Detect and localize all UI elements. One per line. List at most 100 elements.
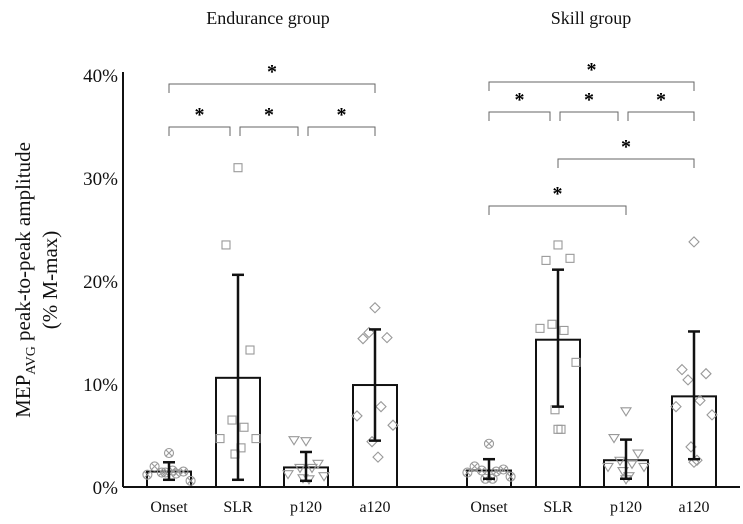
data-point-circle	[476, 465, 487, 476]
y-tick-label: 40%	[83, 66, 118, 87]
data-point	[694, 394, 706, 407]
data-point	[294, 463, 306, 474]
significance-asterisk: *	[264, 104, 274, 126]
data-point-circle	[149, 461, 160, 472]
data-point	[565, 253, 575, 263]
data-point	[608, 434, 620, 444]
data-point	[239, 422, 249, 432]
data-point-circle	[156, 467, 167, 478]
data-point	[626, 459, 638, 470]
data-point	[282, 470, 294, 480]
data-point	[375, 400, 387, 413]
significance-bracket	[168, 83, 376, 93]
data-point-cross	[500, 466, 507, 473]
y-tick-label: 0%	[93, 478, 119, 499]
significance-bracket	[239, 126, 299, 136]
data-point-cross	[492, 468, 500, 475]
data-point	[163, 447, 175, 459]
data-point	[556, 424, 566, 434]
significance-asterisk: *	[584, 89, 594, 111]
y-axis-label: MEPAVG peak-to-peak amplitude (% M-max)	[11, 142, 62, 418]
data-point	[602, 462, 614, 473]
data-point-cross	[478, 467, 486, 474]
data-point	[700, 367, 712, 380]
data-point-cross	[507, 473, 514, 481]
data-point	[553, 240, 563, 250]
data-point	[142, 469, 153, 480]
data-point	[688, 236, 700, 248]
x-tick-label: Onset	[150, 499, 188, 516]
significance-asterisk: *	[656, 89, 666, 111]
group-title-skill: Skill group	[551, 8, 632, 28]
data-point	[245, 345, 255, 355]
data-point-cross	[169, 467, 176, 474]
data-point	[547, 319, 557, 329]
y-label-line2: (% M-max)	[38, 231, 62, 330]
data-point-cross	[165, 449, 173, 457]
data-point	[676, 363, 688, 376]
data-point	[632, 449, 644, 460]
data-point	[638, 462, 650, 473]
data-point	[559, 325, 569, 335]
data-point-circle	[462, 467, 473, 478]
data-point	[227, 415, 237, 425]
data-point	[670, 400, 682, 413]
significance-bracket	[488, 205, 627, 215]
significance-bracket	[488, 81, 695, 91]
x-tick-label: Onset	[470, 499, 508, 516]
data-point	[300, 437, 312, 447]
significance-bracket	[307, 126, 376, 136]
y-label-sub: AVG	[24, 346, 39, 375]
x-tick-label: SLR	[223, 499, 253, 516]
significance-asterisk: *	[195, 104, 205, 126]
y-tick-label: 20%	[83, 272, 118, 293]
data-point	[483, 438, 495, 449]
data-point-circle	[142, 469, 153, 480]
data-point-circle	[171, 468, 182, 479]
data-point	[185, 475, 196, 486]
y-label-rest: peak-to-peak amplitude	[11, 142, 35, 346]
x-tick-label: p120	[610, 499, 642, 516]
data-point	[221, 240, 231, 250]
significance-asterisk: *	[267, 61, 277, 83]
data-point-circle	[505, 471, 516, 482]
data-point	[215, 434, 225, 444]
x-tick-label: p120	[290, 499, 322, 516]
data-point	[381, 331, 393, 344]
data-point	[620, 407, 632, 417]
data-point	[357, 332, 369, 345]
data-point	[369, 302, 381, 314]
data-point	[553, 424, 563, 434]
significance-asterisk: *	[621, 136, 631, 158]
data-point	[571, 357, 581, 367]
data-point-cross	[144, 471, 151, 479]
data-point	[535, 323, 545, 333]
data-point-cross	[471, 463, 478, 470]
data-point	[251, 434, 261, 444]
data-point-circle	[163, 447, 175, 459]
significance-asterisk: *	[515, 89, 525, 111]
data-point	[476, 465, 487, 476]
significance-asterisk: *	[553, 183, 563, 205]
data-point	[318, 472, 330, 482]
significance-bracket	[168, 126, 231, 136]
data-point-cross	[187, 477, 194, 485]
svg-text:MEPAVG peak-to-peak amplitude: MEPAVG peak-to-peak amplitude	[11, 142, 39, 418]
data-point	[614, 456, 626, 467]
data-point	[233, 163, 243, 173]
significance-bracket	[627, 111, 695, 121]
data-point-cross	[464, 469, 471, 476]
data-point-cross	[151, 463, 158, 470]
data-point-circle	[185, 475, 196, 486]
data-point	[363, 326, 375, 339]
data-point-cross	[485, 440, 493, 448]
x-tick-label: a120	[359, 499, 390, 516]
data-point	[351, 410, 363, 422]
significance-bracket	[488, 111, 551, 121]
data-point-cross	[162, 469, 169, 476]
significance-bracket	[559, 111, 619, 121]
data-point	[541, 255, 551, 265]
y-label-main: MEP	[11, 375, 35, 418]
significance-asterisk: *	[337, 104, 347, 126]
